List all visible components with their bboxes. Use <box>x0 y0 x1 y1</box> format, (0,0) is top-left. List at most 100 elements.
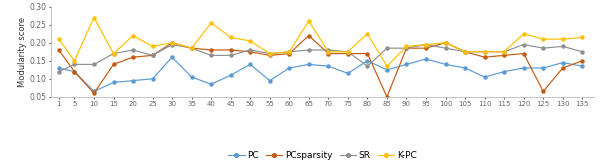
SR <box>266 53 274 55</box>
Line: SR: SR <box>57 43 584 73</box>
K-PC <box>403 45 410 47</box>
PCsparsity <box>169 42 176 44</box>
K-PC <box>364 33 371 35</box>
SR <box>500 51 508 53</box>
PC <box>149 78 156 80</box>
SR <box>55 71 62 73</box>
K-PC <box>461 51 469 53</box>
SR <box>520 44 527 46</box>
SR <box>325 49 332 51</box>
PCsparsity <box>364 53 371 55</box>
K-PC <box>227 36 234 38</box>
PCsparsity <box>91 92 98 94</box>
PC <box>71 71 78 73</box>
PC <box>325 65 332 67</box>
SR <box>130 49 137 51</box>
K-PC <box>539 38 547 40</box>
SR <box>461 51 469 53</box>
Y-axis label: Modularity score: Modularity score <box>18 17 27 87</box>
PC <box>266 80 274 82</box>
PCsparsity <box>481 56 488 58</box>
K-PC <box>344 51 352 53</box>
PCsparsity <box>500 54 508 56</box>
PC <box>247 63 254 65</box>
PCsparsity <box>208 49 215 51</box>
SR <box>383 47 391 49</box>
PCsparsity <box>539 91 547 93</box>
SR <box>286 51 293 53</box>
K-PC <box>130 35 137 37</box>
PC <box>481 76 488 78</box>
PC <box>500 71 508 73</box>
Legend: PC, PCsparsity, SR, K-PC: PC, PCsparsity, SR, K-PC <box>229 151 416 160</box>
PC <box>559 62 566 64</box>
SR <box>247 49 254 51</box>
PCsparsity <box>188 47 195 49</box>
PCsparsity <box>55 49 62 51</box>
PC <box>130 80 137 82</box>
PCsparsity <box>520 53 527 55</box>
PC <box>422 58 430 60</box>
PC <box>520 67 527 69</box>
PC <box>578 65 586 67</box>
PCsparsity <box>578 60 586 62</box>
PCsparsity <box>149 54 156 56</box>
SR <box>110 53 117 55</box>
PCsparsity <box>325 53 332 55</box>
PC <box>227 74 234 76</box>
SR <box>71 63 78 65</box>
PCsparsity <box>130 56 137 58</box>
K-PC <box>500 51 508 53</box>
PC <box>169 56 176 58</box>
SR <box>188 47 195 49</box>
PCsparsity <box>559 67 566 69</box>
PCsparsity <box>344 53 352 55</box>
K-PC <box>188 47 195 49</box>
K-PC <box>578 36 586 38</box>
SR <box>208 54 215 56</box>
SR <box>559 45 566 47</box>
K-PC <box>383 65 391 67</box>
PC <box>383 69 391 71</box>
PCsparsity <box>305 35 313 37</box>
PC <box>344 72 352 74</box>
PC <box>55 67 62 69</box>
PCsparsity <box>461 51 469 53</box>
PC <box>286 67 293 69</box>
SR <box>481 51 488 53</box>
PCsparsity <box>227 49 234 51</box>
SR <box>227 54 234 56</box>
Line: K-PC: K-PC <box>57 16 584 68</box>
PCsparsity <box>383 96 391 98</box>
K-PC <box>325 51 332 53</box>
K-PC <box>208 22 215 24</box>
SR <box>442 47 449 49</box>
K-PC <box>110 53 117 55</box>
PCsparsity <box>110 63 117 65</box>
K-PC <box>266 53 274 55</box>
K-PC <box>149 45 156 47</box>
K-PC <box>247 40 254 42</box>
PC <box>364 60 371 62</box>
SR <box>169 44 176 46</box>
SR <box>305 49 313 51</box>
PC <box>461 67 469 69</box>
SR <box>91 63 98 65</box>
K-PC <box>55 38 62 40</box>
SR <box>344 51 352 53</box>
PCsparsity <box>71 71 78 73</box>
PCsparsity <box>266 54 274 56</box>
K-PC <box>520 33 527 35</box>
PC <box>539 67 547 69</box>
K-PC <box>305 20 313 22</box>
PC <box>442 63 449 65</box>
SR <box>149 54 156 56</box>
K-PC <box>286 51 293 53</box>
SR <box>578 51 586 53</box>
K-PC <box>559 38 566 40</box>
PC <box>305 63 313 65</box>
SR <box>364 65 371 67</box>
K-PC <box>169 42 176 44</box>
SR <box>539 47 547 49</box>
SR <box>422 44 430 46</box>
